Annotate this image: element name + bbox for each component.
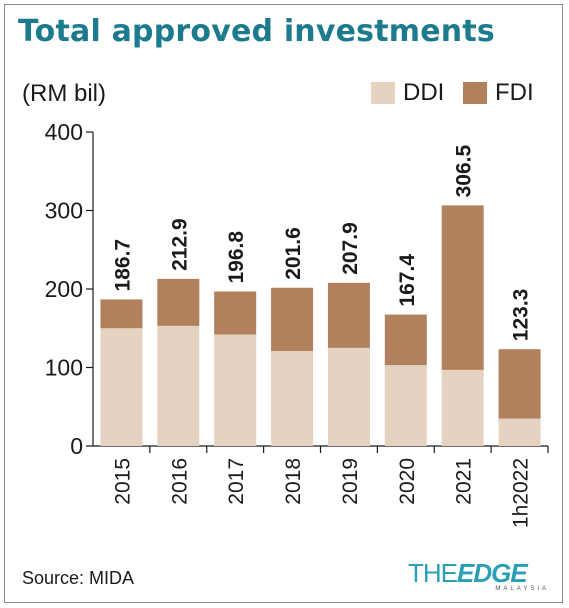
x-tick-label-2021: 2021 <box>453 458 476 505</box>
source-note: Source: MIDA <box>22 568 135 588</box>
bar-ddi-2020 <box>384 365 427 446</box>
total-label-2018: 201.6 <box>282 227 305 280</box>
bar-fdi-2017 <box>214 291 257 335</box>
bar-ddi-2021 <box>441 369 484 446</box>
legend-item-fdi: FDI <box>463 79 534 106</box>
x-tick-label-2016: 2016 <box>168 458 191 505</box>
legend-label-fdi: FDI <box>495 79 534 106</box>
y-tick-label: 200 <box>45 276 83 302</box>
legend-item-ddi: DDI <box>371 79 445 106</box>
legend-label-ddi: DDI <box>403 79 445 106</box>
x-tick-label-2015: 2015 <box>111 458 134 505</box>
bar-ddi-1h2022 <box>498 418 541 446</box>
bar-fdi-2019 <box>327 282 370 348</box>
x-tick-label-1h2022: 1h2022 <box>510 458 533 528</box>
bar-fdi-2021 <box>441 205 484 370</box>
legend-swatch-ddi <box>371 82 395 104</box>
bar-fdi-2018 <box>271 287 314 352</box>
y-tick-label: 0 <box>70 433 83 459</box>
unit-label: (RM bil) <box>22 80 106 107</box>
x-tick-label-2020: 2020 <box>396 458 419 505</box>
the-edge-logo: THEEDGE MALAYSIA <box>408 558 549 592</box>
total-label-2020: 167.4 <box>396 254 419 307</box>
total-label-2017: 196.8 <box>225 231 248 284</box>
bar-fdi-1h2022 <box>498 349 541 419</box>
y-tick-label: 400 <box>45 119 83 145</box>
bar-ddi-2018 <box>271 351 314 446</box>
total-label-2019: 207.9 <box>339 222 362 275</box>
x-tick-label-2019: 2019 <box>339 458 362 505</box>
legend-swatch-fdi <box>463 82 487 104</box>
y-tick-label: 300 <box>45 198 83 224</box>
y-tick-label: 100 <box>45 355 83 381</box>
bar-fdi-2016 <box>157 278 200 326</box>
x-tick-label-2017: 2017 <box>225 458 248 505</box>
bar-ddi-2019 <box>327 347 370 446</box>
total-label-2016: 212.9 <box>168 218 191 271</box>
chart-title: Total approved investments <box>18 14 495 49</box>
x-tick-label-2018: 2018 <box>282 458 305 505</box>
bar-ddi-2015 <box>100 328 143 446</box>
total-label-1h2022: 123.3 <box>510 289 533 342</box>
total-label-2015: 186.7 <box>111 239 134 292</box>
bar-fdi-2015 <box>100 299 143 329</box>
total-label-2021: 306.5 <box>453 145 476 198</box>
bar-fdi-2020 <box>384 314 427 366</box>
bar-ddi-2016 <box>157 325 200 446</box>
bar-ddi-2017 <box>214 334 257 446</box>
